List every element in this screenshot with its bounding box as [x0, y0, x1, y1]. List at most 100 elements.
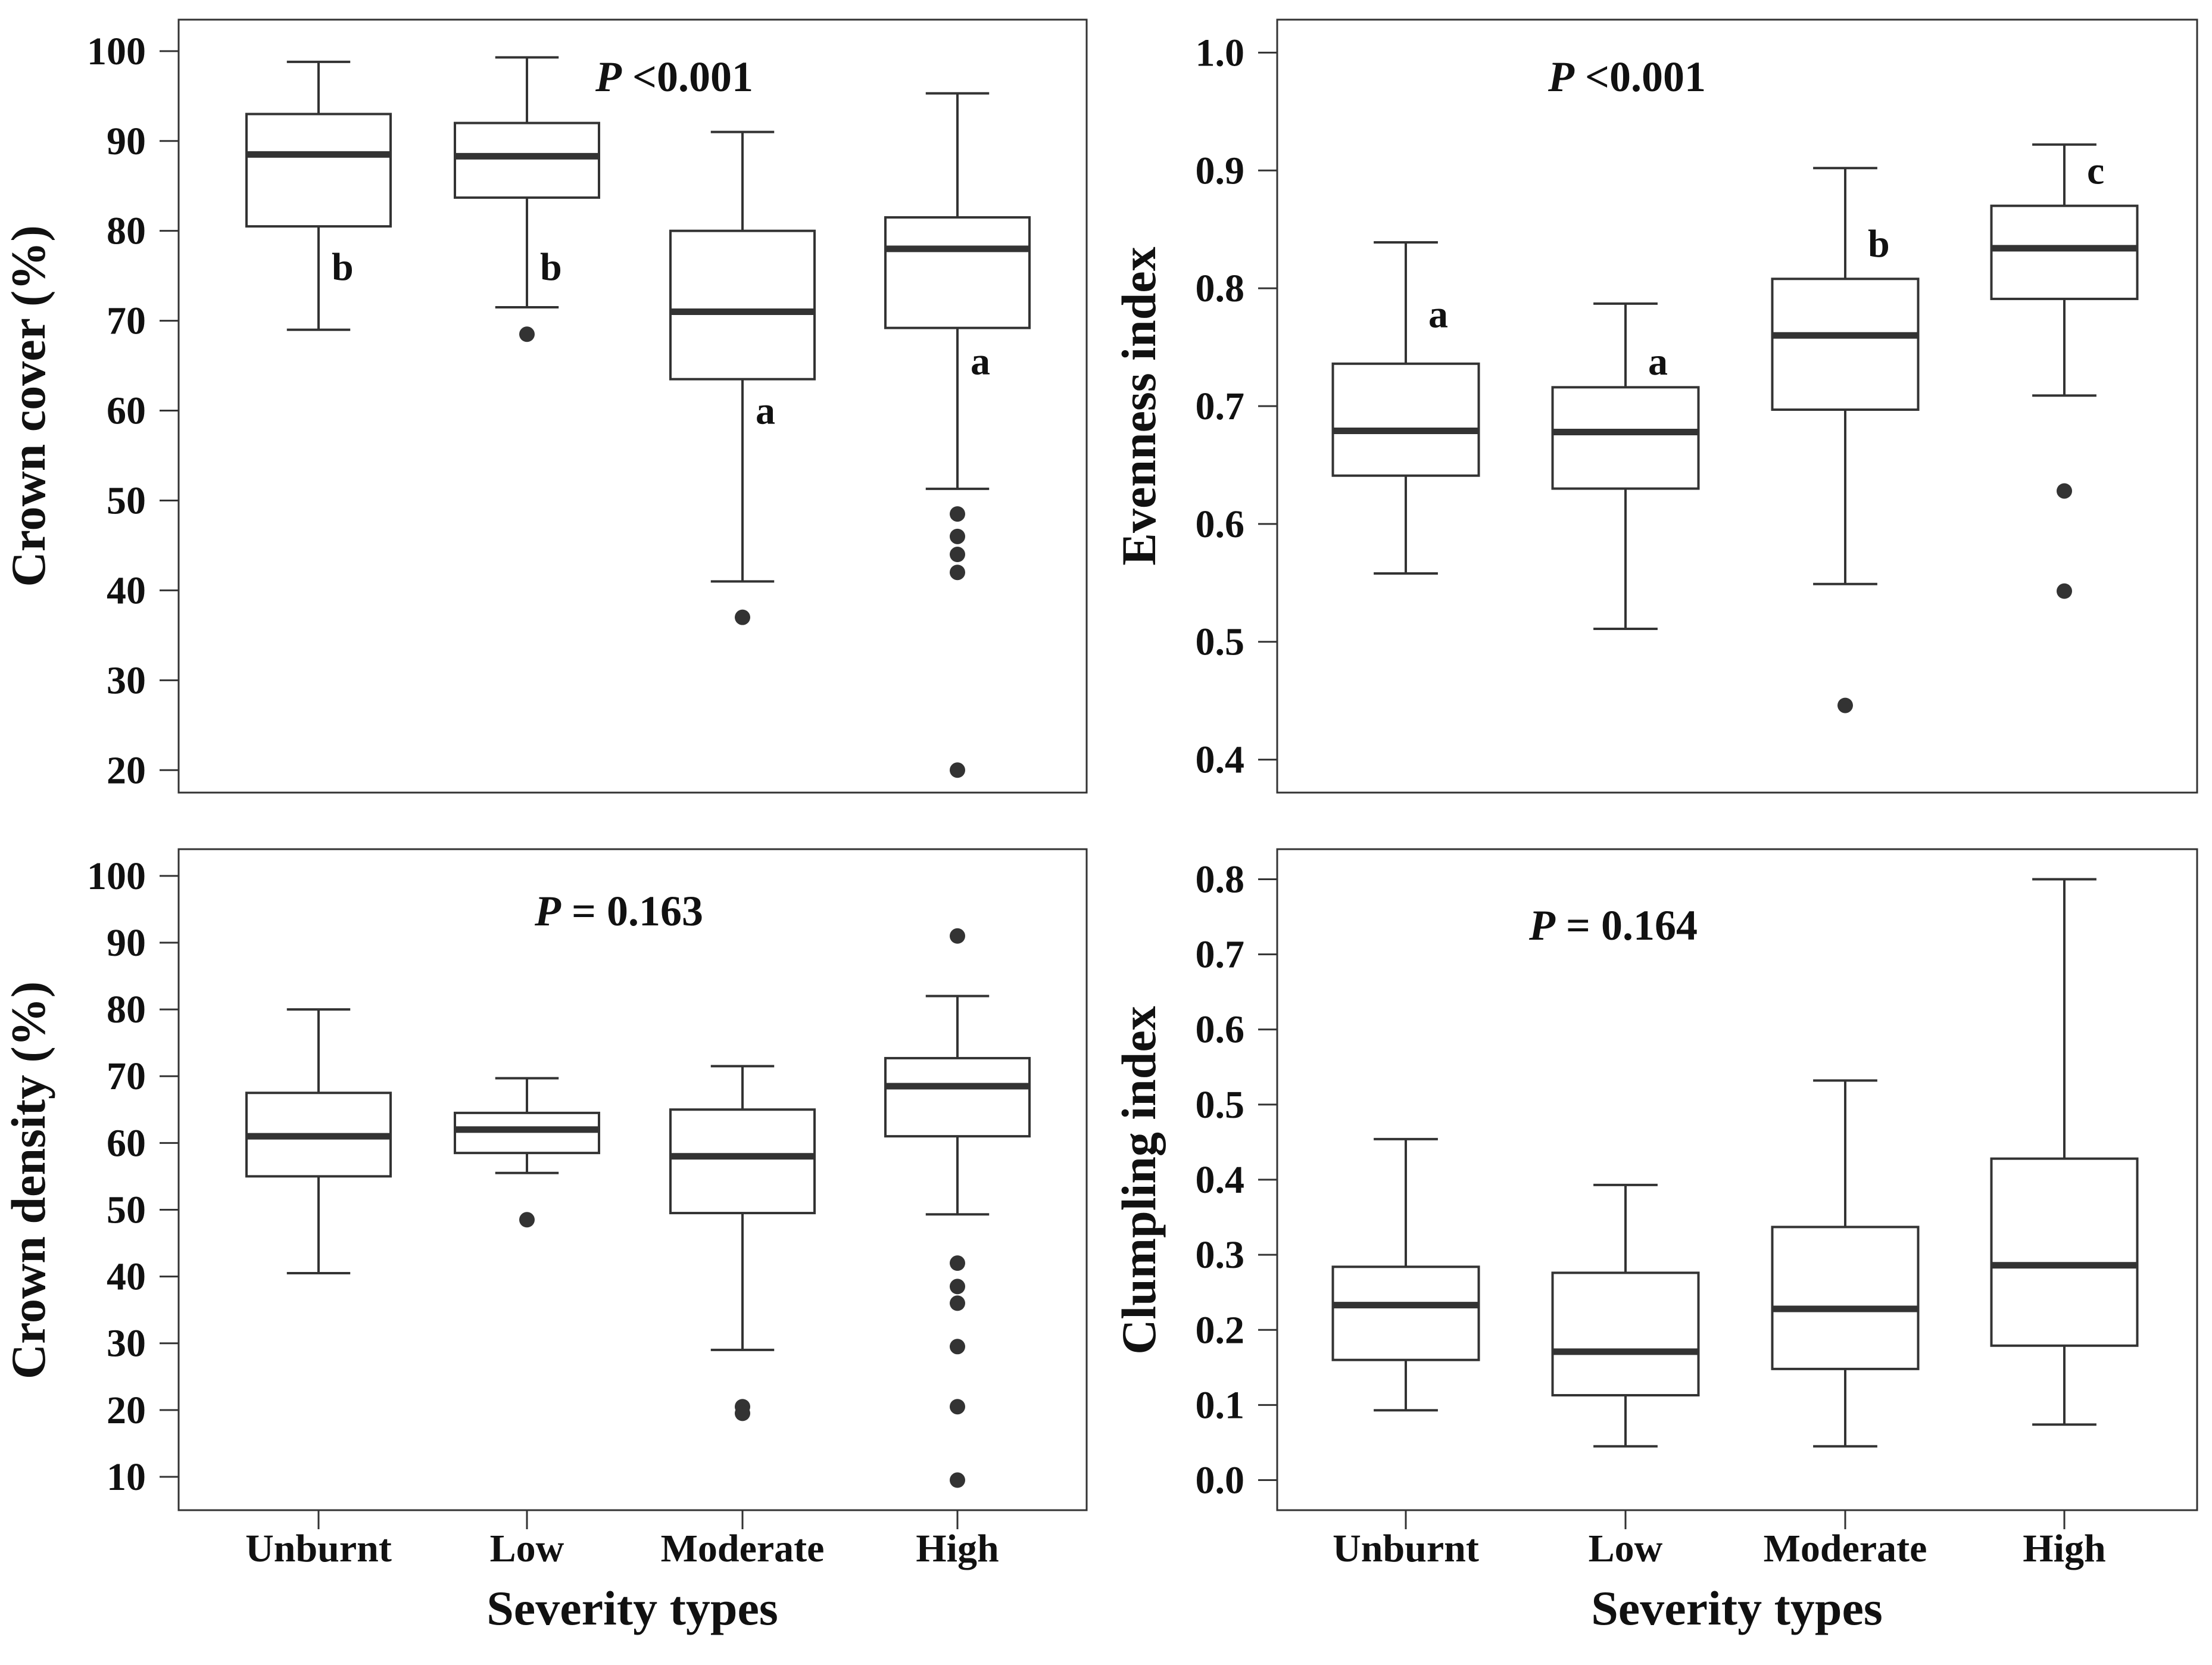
- y-tick-label: 0.4: [1196, 1158, 1245, 1202]
- high-outlier-point: [950, 565, 965, 581]
- x-tick-label: Moderate: [661, 1527, 825, 1570]
- high-outlier-point: [950, 1255, 965, 1271]
- moderate-outlier-point: [735, 1405, 750, 1421]
- high-outlier-point: [950, 1339, 965, 1355]
- clumpling-index-boxes: [1331, 878, 2139, 1448]
- y-tick-label: 80: [107, 988, 146, 1031]
- evenness-index-panel: 0.4 0.5 0.6 0.7 0.8 0.9 1.0 a a b c Evenness inde…: [1112, 18, 2198, 794]
- moderate-significance-letter: a: [756, 389, 775, 433]
- moderate-box: [1771, 278, 1920, 411]
- low-box: [454, 1111, 600, 1155]
- moderate-box: [1771, 1226, 1920, 1370]
- low-outlier-point: [519, 326, 535, 342]
- low-box: [454, 121, 600, 199]
- low-box: [1551, 386, 1700, 490]
- high-outlier-point: [950, 762, 965, 778]
- y-tick-label: 0.3: [1196, 1233, 1245, 1277]
- x-tick-label: Low: [490, 1527, 564, 1570]
- high-box: [1990, 1157, 2139, 1347]
- evenness-index-boxes: a a b c: [1331, 143, 2139, 713]
- x-tick-label: High: [916, 1527, 999, 1570]
- crown-density-plot-frame: [177, 848, 1088, 1511]
- clumpling-index-p-number: = 0.164: [1555, 902, 1698, 949]
- moderate-box: [669, 1108, 816, 1215]
- moderate-outlier-point: [1837, 697, 1853, 713]
- high-outlier-point: [2057, 483, 2072, 499]
- unburnt-box: [245, 113, 392, 228]
- y-tick-label: 70: [107, 300, 146, 343]
- high-significance-letter: a: [971, 340, 990, 383]
- x-tick-label: High: [2023, 1527, 2105, 1570]
- high-box: [884, 216, 1031, 329]
- unburnt-box: [1331, 1265, 1480, 1361]
- crown-density-x-axis-title: Severity types: [486, 1581, 778, 1635]
- moderate-significance-letter: b: [1868, 222, 1890, 266]
- crown-density-p-label: P: [534, 887, 561, 935]
- crown-cover-y-axis-title: Crown cover (%): [1, 225, 55, 587]
- unburnt-box: [1331, 362, 1480, 477]
- unburnt-significance-letter: b: [332, 245, 354, 289]
- crown-cover-y-axis: 20 30 40 50 60 70 80 90 100: [87, 30, 179, 792]
- y-tick-label: 0.9: [1196, 149, 1245, 192]
- y-tick-label: 20: [107, 749, 146, 792]
- high-outlier-point: [950, 528, 965, 544]
- y-tick-label: 0.4: [1196, 738, 1245, 782]
- unburnt-significance-letter: a: [1428, 293, 1448, 336]
- y-tick-label: 70: [107, 1055, 146, 1098]
- y-tick-label: 100: [87, 30, 146, 73]
- crown-cover-boxes: b b a a: [245, 56, 1031, 778]
- clumpling-index-x-axis-title: Severity types: [1591, 1581, 1883, 1635]
- y-tick-label: 0.5: [1196, 621, 1245, 664]
- y-tick-label: 0.8: [1196, 858, 1245, 901]
- low-significance-letter: a: [1648, 340, 1668, 383]
- crown-cover-plot-frame: [177, 18, 1088, 794]
- high-outlier-point: [950, 928, 965, 944]
- crown-density-y-axis-title: Crown density (%): [1, 981, 55, 1379]
- y-tick-label: 0.7: [1196, 933, 1245, 977]
- clumpling-index-y-axis: 0.0 0.1 0.2 0.3 0.4 0.5 0.6 0.7 0.8 Unburnt Low Mod…: [1196, 858, 2106, 1570]
- y-tick-label: 30: [107, 659, 146, 702]
- x-tick-label: Unburnt: [245, 1527, 392, 1570]
- crown-cover-p-value: P <0.001: [595, 53, 753, 101]
- y-tick-label: 0.7: [1196, 385, 1245, 428]
- high-outlier-point: [950, 1279, 965, 1295]
- clumpling-index-y-axis-title: Clumpling index: [1112, 1006, 1166, 1355]
- y-tick-label: 0.6: [1196, 503, 1245, 546]
- y-tick-label: 90: [107, 921, 146, 965]
- clumpling-index-p-label: P: [1528, 902, 1556, 949]
- clumpling-index-panel: 0.0 0.1 0.2 0.3 0.4 0.5 0.6 0.7 0.8 Unburnt Low Mod…: [1112, 848, 2198, 1635]
- y-tick-label: 40: [107, 1255, 146, 1299]
- y-tick-label: 90: [107, 120, 146, 163]
- evenness-index-y-axis: 0.4 0.5 0.6 0.7 0.8 0.9 1.0: [1196, 31, 1277, 782]
- y-tick-label: 60: [107, 1121, 146, 1165]
- y-tick-label: 50: [107, 1188, 146, 1231]
- y-tick-label: 40: [107, 569, 146, 612]
- y-tick-label: 1.0: [1196, 31, 1245, 74]
- crown-density-panel: 10 20 30 40 50 60 70 80 90 100 Unburnt Low Moderate H…: [1, 848, 1088, 1635]
- high-outlier-point: [950, 1472, 965, 1488]
- moderate-outlier-point: [735, 609, 750, 625]
- high-box: [884, 1056, 1031, 1138]
- high-outlier-point: [950, 506, 965, 522]
- crown-density-p-value: P = 0.163: [534, 887, 703, 935]
- y-tick-label: 0.5: [1196, 1083, 1245, 1127]
- high-outlier-point: [950, 1295, 965, 1311]
- evenness-index-p-value: P <0.001: [1548, 53, 1706, 101]
- x-tick-label: Moderate: [1764, 1527, 1927, 1570]
- high-outlier-point: [950, 547, 965, 563]
- y-tick-label: 50: [107, 479, 146, 522]
- low-significance-letter: b: [540, 245, 562, 289]
- y-tick-label: 0.8: [1196, 267, 1245, 310]
- y-tick-label: 0.0: [1196, 1459, 1245, 1502]
- evenness-index-p-label: P: [1548, 53, 1575, 101]
- y-tick-label: 0.1: [1196, 1383, 1245, 1427]
- x-tick-label: Unburnt: [1333, 1527, 1479, 1570]
- crown-cover-p-label: P: [595, 53, 622, 101]
- low-box: [1551, 1271, 1700, 1397]
- high-significance-letter: c: [2087, 149, 2104, 192]
- high-box: [1990, 204, 2139, 300]
- evenness-index-y-axis-title: Evenness index: [1112, 247, 1166, 565]
- clumpling-index-p-value: P = 0.164: [1528, 902, 1698, 949]
